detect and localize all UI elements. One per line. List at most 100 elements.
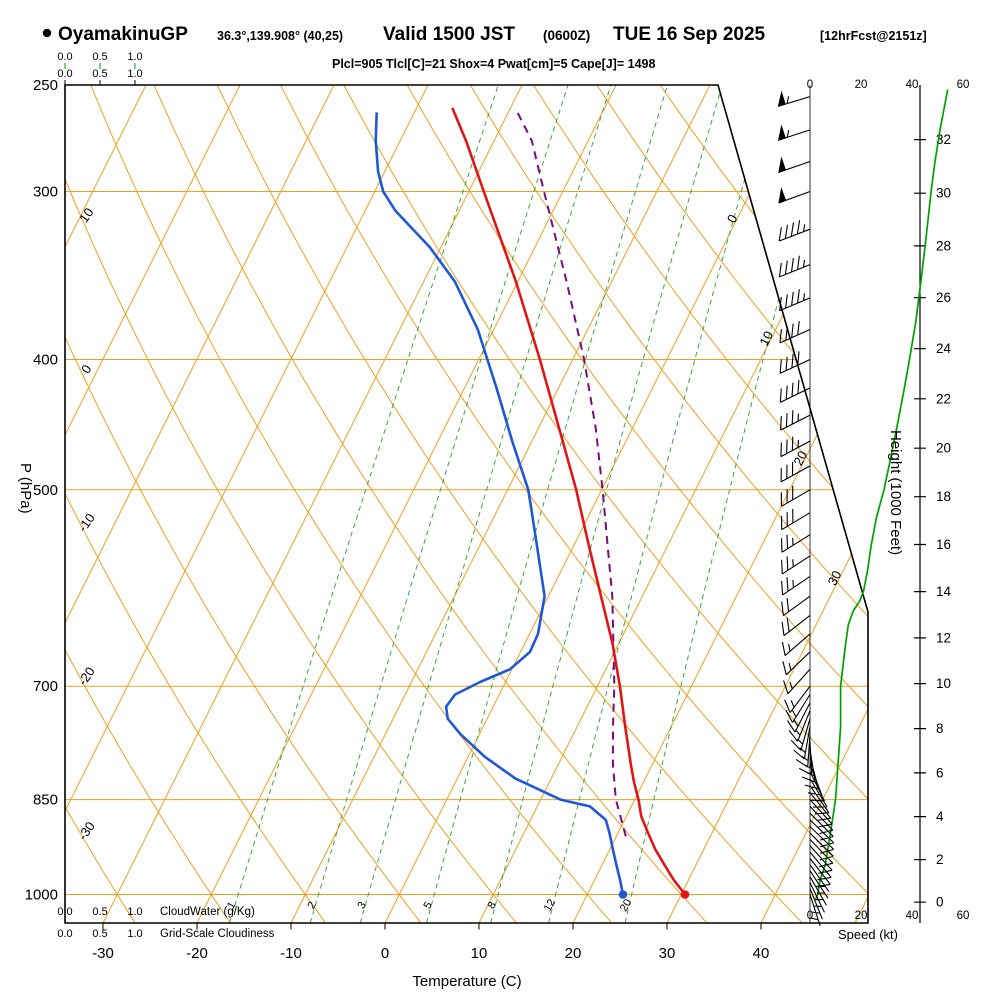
- adiabat-label: -30: [75, 819, 98, 843]
- adiabat-label: -10: [75, 511, 98, 535]
- speed-tick-bottom: 20: [855, 910, 868, 922]
- pressure-tick-labels: 250 300 400 500 700 850 1000: [25, 77, 58, 904]
- wind-speed-curve: [814, 89, 949, 901]
- pressure-tick: 500: [33, 482, 58, 499]
- valid-date: TUE 16 Sep 2025: [613, 24, 766, 45]
- pressure-tick: 700: [33, 678, 58, 695]
- parcel-curve: [514, 107, 627, 837]
- pressure-tick: 300: [33, 184, 58, 201]
- cloudiness-scale-top: 0.5: [92, 68, 107, 80]
- cloudwater-scale-top: 0.5: [92, 51, 107, 63]
- mixing-ratio-lines: [229, 85, 837, 923]
- mixing-ratio-label: 2: [305, 900, 318, 911]
- pressure-tick: 400: [33, 352, 58, 369]
- forecast-tag: [12hrFcst@2151z]: [820, 29, 927, 43]
- isotherm-label: 30: [825, 568, 845, 588]
- pressure-tick: 850: [33, 792, 58, 809]
- speed-tick-bottom: 40: [906, 910, 919, 922]
- sounding-indices: Plcl=905 Tlcl[C]=21 Shox=4 Pwat[cm]=5 Ca…: [332, 57, 655, 71]
- speed-tick-bottom: 60: [957, 910, 970, 922]
- cloudwater-scale-top: 0.0: [57, 51, 72, 63]
- cloudwater-scale-bottom: 1.0: [127, 906, 142, 918]
- chart-header: OyamakinuGP 36.3°,139.908° (40,25) Valid…: [42, 24, 927, 71]
- temp-tick: 0: [381, 945, 389, 962]
- axis-titles: P (hPa) Height (1000 Feet) Temperature (…: [17, 430, 904, 990]
- cloudiness-scale-bottom: 0.5: [92, 928, 107, 940]
- height-tick: 12: [936, 630, 951, 645]
- height-tick: 2: [936, 852, 944, 867]
- cloud-scales: 0.0 0.0 0.0 0.0 0.5 0.5 0.5 0.5 1.0 1.0 1.0 1.0: [57, 51, 142, 940]
- height-tick: 8: [936, 721, 944, 736]
- isotherm-label: 0: [724, 212, 741, 225]
- height-tick: 4: [936, 809, 944, 824]
- station-name: OyamakinuGP: [58, 24, 188, 45]
- mixing-ratio-label: 20: [618, 897, 635, 914]
- cloudiness-scale-ticks: [64, 80, 136, 85]
- valid-time: Valid 1500 JST: [383, 24, 515, 45]
- isotherm-lines: [65, 85, 868, 923]
- isobar-lines: [65, 191, 868, 895]
- pressure-tick: 1000: [25, 887, 58, 904]
- temp-tick: 10: [471, 945, 488, 962]
- temp-tick: -10: [280, 945, 302, 962]
- surface-temperature-dot: [680, 890, 690, 899]
- adiabat-label: 10: [76, 205, 97, 225]
- cloudiness-scale-bottom: 0.0: [57, 928, 72, 940]
- pressure-axis-title: P (hPa): [17, 463, 34, 514]
- station-bullet-icon: [42, 28, 52, 38]
- height-tick: 26: [936, 290, 951, 305]
- station-coordinates: 36.3°,139.908° (40,25): [217, 29, 343, 43]
- wind-barbs: [778, 96, 835, 927]
- cloudwater-scale-ticks: [64, 63, 136, 69]
- cloudiness-scale-top: 1.0: [127, 68, 142, 80]
- height-tick: 22: [936, 391, 951, 406]
- cloudwater-scale-bottom: 0.5: [92, 906, 107, 918]
- adiabat-label: -20: [75, 664, 98, 688]
- temp-tick: 30: [659, 945, 676, 962]
- cloudiness-scale-top: 0.0: [57, 68, 72, 80]
- height-tick: 18: [936, 489, 951, 504]
- temp-axis-title: Temperature (C): [412, 973, 521, 990]
- temp-tick: -30: [92, 945, 114, 962]
- cloudwater-label: CloudWater (g/Kg): [160, 906, 255, 918]
- cloudiness-label: Grid-Scale Cloudiness: [160, 928, 275, 940]
- mixing-ratio-label: 1: [225, 900, 238, 911]
- speed-axis-title: Speed (kt): [838, 927, 898, 942]
- pressure-tick: 250: [33, 77, 58, 94]
- height-tick-marks: [914, 139, 926, 903]
- mixing-ratio-label: 5: [421, 900, 434, 911]
- temp-tick: 20: [565, 945, 582, 962]
- isotherm-label: 20: [790, 448, 810, 468]
- mixing-ratio-label: 8: [485, 900, 498, 911]
- temperature-tick-labels: -30 -20 -10 0 10 20 30 40: [92, 923, 769, 962]
- height-tick: 16: [936, 537, 951, 552]
- height-tick: 10: [936, 676, 951, 691]
- speed-tick-top: 20: [855, 79, 868, 91]
- height-tick: 6: [936, 765, 944, 780]
- height-tick: 24: [936, 341, 952, 356]
- temp-tick: 40: [753, 945, 770, 962]
- temperature-curve: [451, 107, 687, 896]
- height-tick: 20: [936, 441, 951, 456]
- skewt-lattice: [65, 85, 868, 923]
- mixing-ratio-label: 3: [355, 900, 368, 911]
- cloudiness-scale-bottom: 1.0: [127, 928, 142, 940]
- temp-tick: -20: [186, 945, 208, 962]
- valid-utc: (0600Z): [543, 28, 590, 43]
- cloudwater-scale-bottom: 0.0: [57, 906, 72, 918]
- speed-tick-top: 40: [906, 79, 919, 91]
- dewpoint-curve: [374, 112, 625, 895]
- wind-barb-pennants: [777, 90, 787, 204]
- height-tick: 14: [936, 584, 952, 599]
- surface-dewpoint-dot: [618, 890, 628, 899]
- cloudwater-scale-top: 1.0: [127, 51, 142, 63]
- speed-tick-top: 60: [957, 79, 970, 91]
- temp-tick-marks: [102, 923, 762, 930]
- adiabat-label: 0: [78, 362, 94, 377]
- plot-frame-outline: [64, 84, 869, 924]
- height-tick: 28: [936, 238, 951, 253]
- height-axis-title: Height (1000 Feet): [887, 430, 904, 555]
